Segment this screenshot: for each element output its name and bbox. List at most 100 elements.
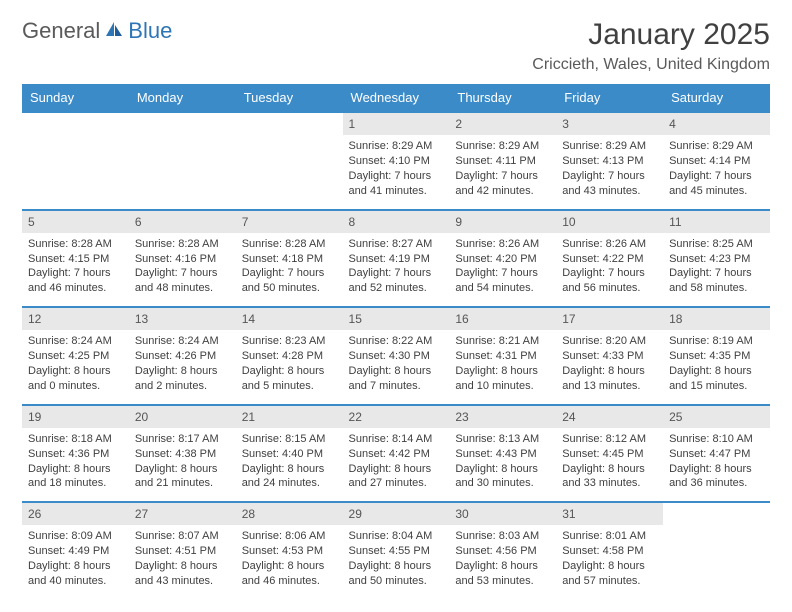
day-line: and 43 minutes. — [135, 574, 230, 589]
day-info: Sunrise: 8:12 AMSunset: 4:45 PMDaylight:… — [562, 432, 657, 491]
day-line: Sunset: 4:55 PM — [349, 544, 444, 559]
day-line: and 15 minutes. — [669, 379, 764, 394]
day-line: and 7 minutes. — [349, 379, 444, 394]
day-line: Sunrise: 8:25 AM — [669, 237, 764, 252]
day-info: Sunrise: 8:20 AMSunset: 4:33 PMDaylight:… — [562, 334, 657, 393]
day-line: Sunset: 4:38 PM — [135, 447, 230, 462]
day-cell: 19Sunrise: 8:18 AMSunset: 4:36 PMDayligh… — [22, 405, 129, 503]
day-cell: 5 Sunrise: 8:28 AMSunset: 4:15 PMDaylight… — [22, 210, 129, 308]
day-number: 25 — [663, 406, 770, 428]
day-line: Sunset: 4:14 PM — [669, 154, 764, 169]
day-number: 14 — [236, 308, 343, 330]
day-cell: 23 Sunrise: 8:13 AMSunset: 4:43 PMDayligh… — [449, 405, 556, 503]
day-line: Daylight: 8 hours — [562, 462, 657, 477]
day-info: Sunrise: 8:29 AMSunset: 4:14 PMDaylight:… — [669, 139, 764, 198]
day-number: 20 — [129, 406, 236, 428]
day-line: Sunset: 4:53 PM — [242, 544, 337, 559]
day-line: Sunrise: 8:28 AM — [242, 237, 337, 252]
day-line: Sunset: 4:36 PM — [28, 447, 123, 462]
day-line: Daylight: 7 hours — [349, 169, 444, 184]
day-cell: 30Sunrise: 8:03 AMSunset: 4:56 PMDayligh… — [449, 502, 556, 599]
day-info: Sunrise: 8:28 AMSunset: 4:15 PMDaylight:… — [28, 237, 123, 296]
day-line: Sunrise: 8:23 AM — [242, 334, 337, 349]
day-line: Sunrise: 8:06 AM — [242, 529, 337, 544]
day-line: and 41 minutes. — [349, 184, 444, 199]
day-line: Sunset: 4:56 PM — [455, 544, 550, 559]
day-line: Daylight: 8 hours — [135, 462, 230, 477]
day-number: 1 — [343, 113, 450, 135]
brand-word-2: Blue — [128, 18, 172, 44]
day-line: Sunset: 4:10 PM — [349, 154, 444, 169]
day-line: Sunset: 4:43 PM — [455, 447, 550, 462]
day-line: Sunset: 4:31 PM — [455, 349, 550, 364]
day-info: Sunrise: 8:10 AMSunset: 4:47 PMDaylight:… — [669, 432, 764, 491]
day-line: and 54 minutes. — [455, 281, 550, 296]
day-line: and 50 minutes. — [349, 574, 444, 589]
day-cell: 11Sunrise: 8:25 AMSunset: 4:23 PMDayligh… — [663, 210, 770, 308]
day-line: Sunset: 4:22 PM — [562, 252, 657, 267]
day-line: and 53 minutes. — [455, 574, 550, 589]
day-info: Sunrise: 8:17 AMSunset: 4:38 PMDaylight:… — [135, 432, 230, 491]
day-info: Sunrise: 8:15 AMSunset: 4:40 PMDaylight:… — [242, 432, 337, 491]
day-cell: 10Sunrise: 8:26 AMSunset: 4:22 PMDayligh… — [556, 210, 663, 308]
day-line: and 27 minutes. — [349, 476, 444, 491]
day-number: 9 — [449, 211, 556, 233]
day-cell: 1 Sunrise: 8:29 AMSunset: 4:10 PMDaylight… — [343, 112, 450, 210]
day-number: 2 — [449, 113, 556, 135]
day-info: Sunrise: 8:01 AMSunset: 4:58 PMDaylight:… — [562, 529, 657, 588]
day-number: 23 — [449, 406, 556, 428]
day-line: Sunrise: 8:01 AM — [562, 529, 657, 544]
day-line: Daylight: 7 hours — [669, 266, 764, 281]
day-line: and 0 minutes. — [28, 379, 123, 394]
day-header: Monday — [129, 84, 236, 112]
day-line: and 5 minutes. — [242, 379, 337, 394]
day-number: 5 — [22, 211, 129, 233]
day-line: Sunrise: 8:28 AM — [135, 237, 230, 252]
day-number: 29 — [343, 503, 450, 525]
week-row: 26Sunrise: 8:09 AMSunset: 4:49 PMDayligh… — [22, 502, 770, 599]
day-line: Sunset: 4:20 PM — [455, 252, 550, 267]
day-line: Sunset: 4:58 PM — [562, 544, 657, 559]
day-number: 31 — [556, 503, 663, 525]
day-number: 16 — [449, 308, 556, 330]
day-line: Sunrise: 8:26 AM — [562, 237, 657, 252]
day-line: Sunset: 4:19 PM — [349, 252, 444, 267]
day-info: Sunrise: 8:29 AMSunset: 4:10 PMDaylight:… — [349, 139, 444, 198]
day-line: Daylight: 8 hours — [562, 364, 657, 379]
day-line: Daylight: 8 hours — [455, 559, 550, 574]
day-cell: 29Sunrise: 8:04 AMSunset: 4:55 PMDayligh… — [343, 502, 450, 599]
page-title: January 2025 — [532, 18, 770, 52]
day-line: Sunrise: 8:29 AM — [349, 139, 444, 154]
day-line: Sunset: 4:30 PM — [349, 349, 444, 364]
day-line: Sunset: 4:23 PM — [669, 252, 764, 267]
day-header: Saturday — [663, 84, 770, 112]
day-number: 17 — [556, 308, 663, 330]
day-line: Sunrise: 8:07 AM — [135, 529, 230, 544]
day-number: 27 — [129, 503, 236, 525]
day-cell — [22, 112, 129, 210]
day-cell: 17 Sunrise: 8:20 AMSunset: 4:33 PMDayligh… — [556, 307, 663, 405]
day-line: Sunset: 4:42 PM — [349, 447, 444, 462]
day-line: Daylight: 7 hours — [455, 266, 550, 281]
day-line: Daylight: 8 hours — [455, 462, 550, 477]
day-line: Sunset: 4:15 PM — [28, 252, 123, 267]
brand-logo: General Blue — [22, 18, 172, 44]
day-cell: 25 Sunrise: 8:10 AMSunset: 4:47 PMDayligh… — [663, 405, 770, 503]
day-line: Daylight: 7 hours — [669, 169, 764, 184]
day-line: Daylight: 8 hours — [349, 559, 444, 574]
day-line: Sunset: 4:51 PM — [135, 544, 230, 559]
day-cell: 26Sunrise: 8:09 AMSunset: 4:49 PMDayligh… — [22, 502, 129, 599]
day-number: 13 — [129, 308, 236, 330]
day-line: Sunrise: 8:28 AM — [28, 237, 123, 252]
day-number: 21 — [236, 406, 343, 428]
day-line: and 46 minutes. — [242, 574, 337, 589]
day-line: and 52 minutes. — [349, 281, 444, 296]
day-line: and 42 minutes. — [455, 184, 550, 199]
day-line: and 13 minutes. — [562, 379, 657, 394]
day-line: and 36 minutes. — [669, 476, 764, 491]
day-line: Daylight: 8 hours — [349, 364, 444, 379]
day-cell: 21 Sunrise: 8:15 AMSunset: 4:40 PMDayligh… — [236, 405, 343, 503]
day-info: Sunrise: 8:13 AMSunset: 4:43 PMDaylight:… — [455, 432, 550, 491]
day-info: Sunrise: 8:21 AMSunset: 4:31 PMDaylight:… — [455, 334, 550, 393]
day-number: 8 — [343, 211, 450, 233]
